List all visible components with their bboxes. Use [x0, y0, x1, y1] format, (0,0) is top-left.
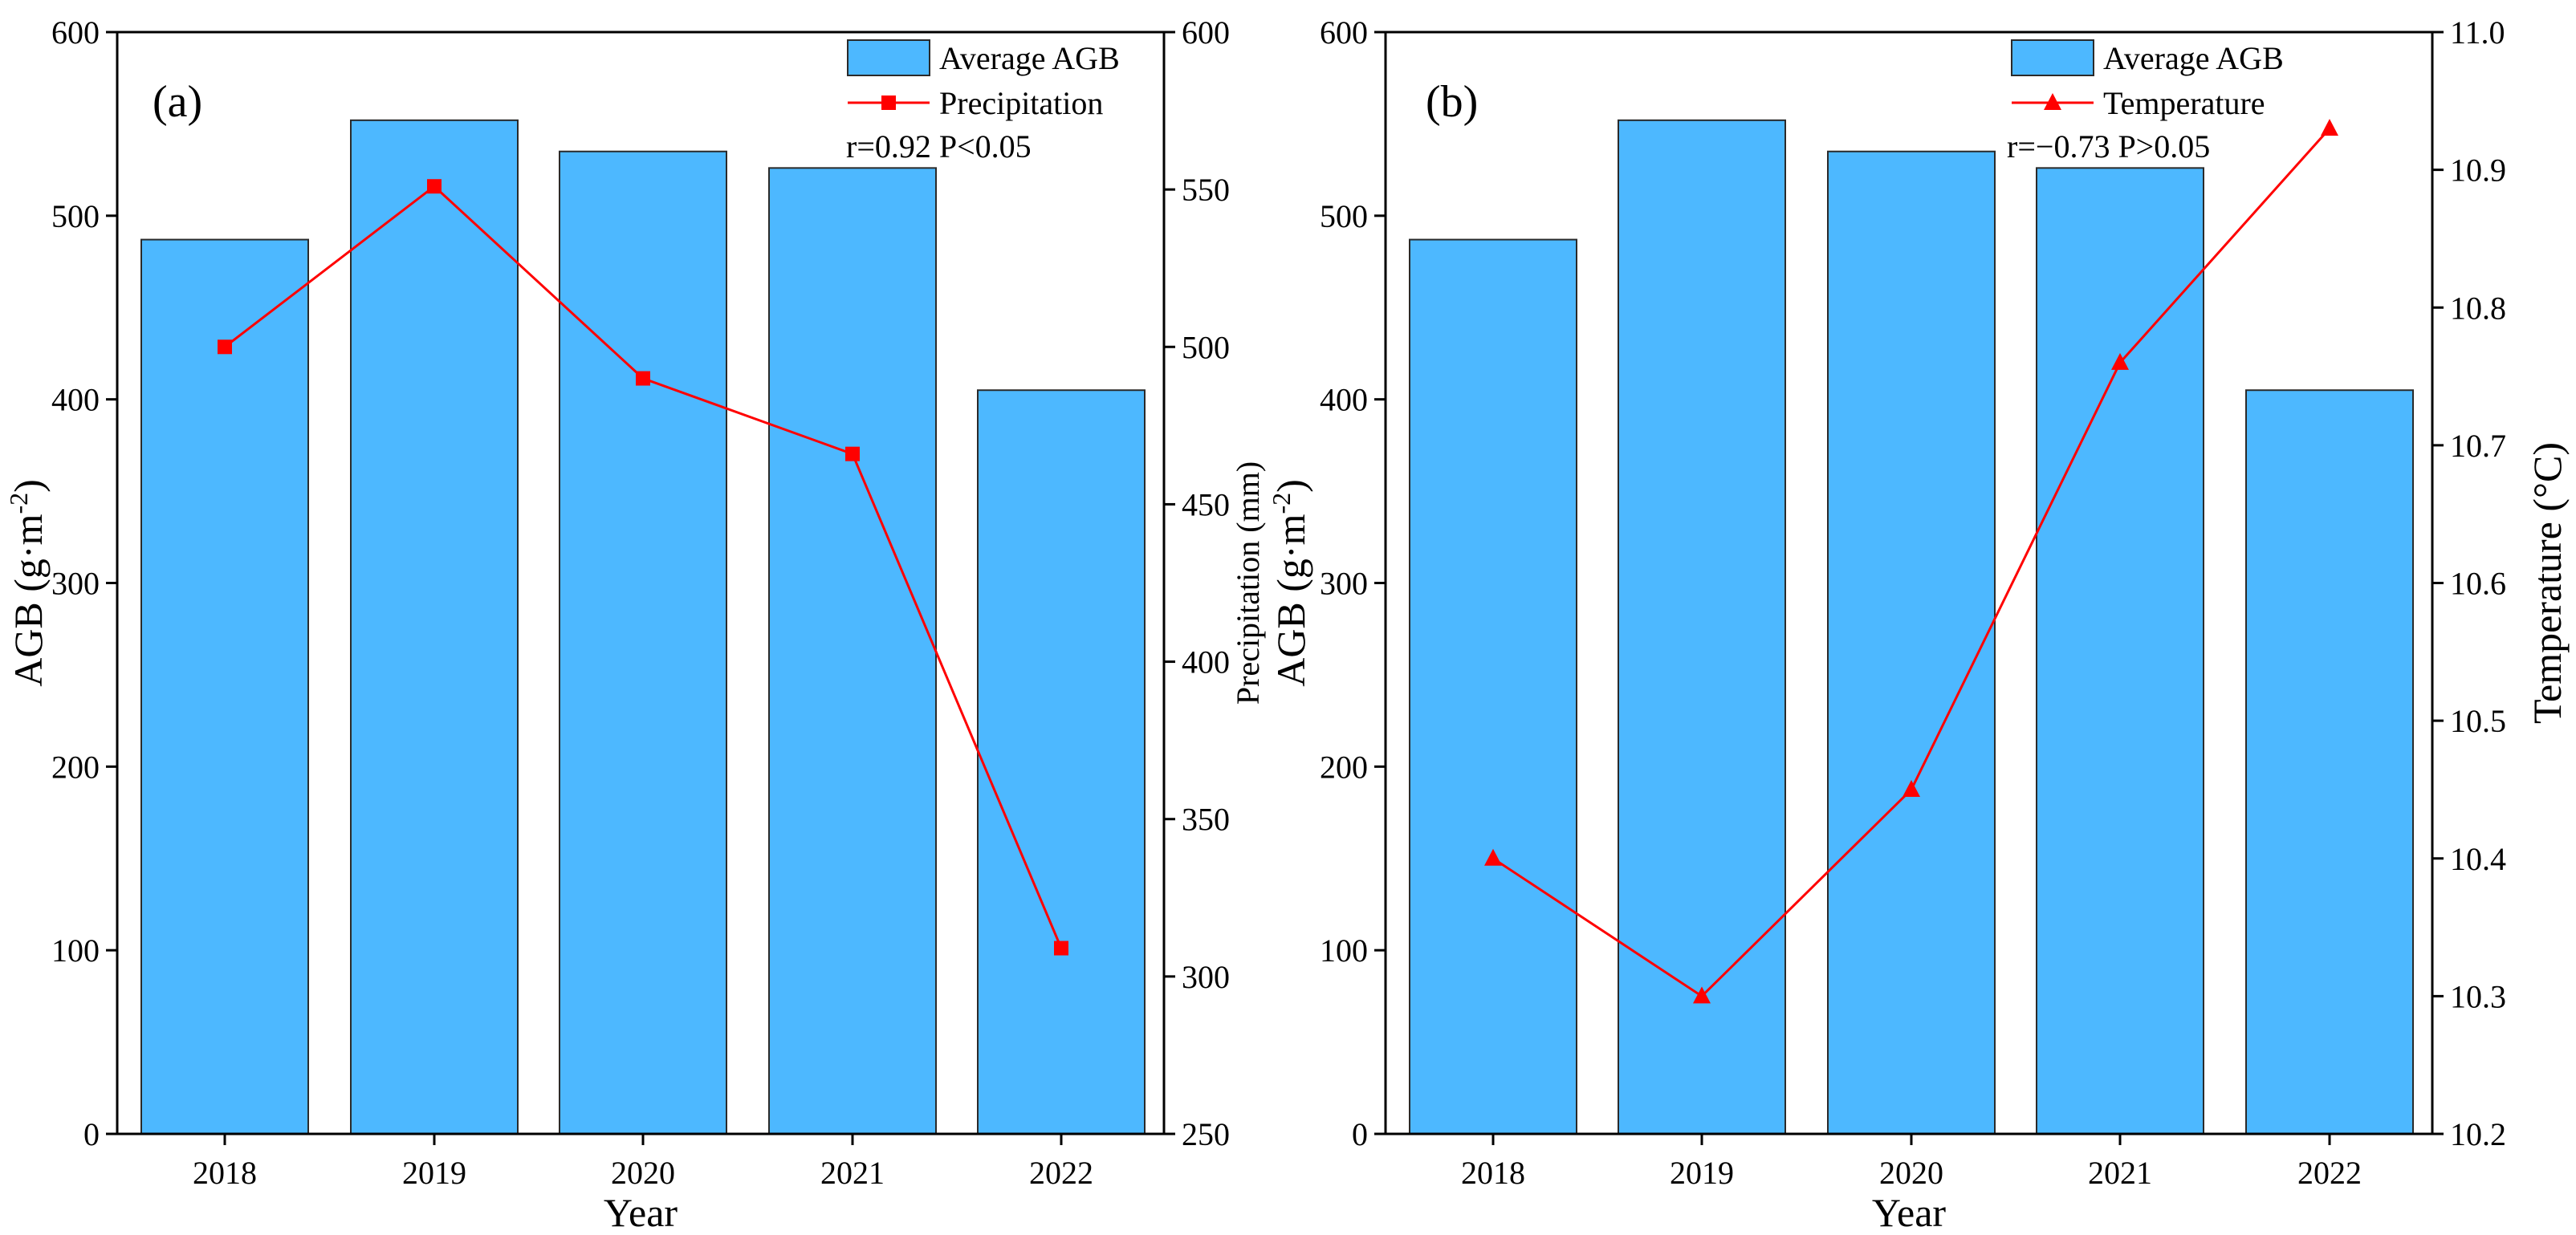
bar-2019: [350, 119, 519, 1135]
y-axis-left-title-main: AGB (g·m: [1268, 514, 1313, 686]
y-axis-left-title-sup: -2: [1267, 493, 1296, 514]
ytick-left-label: 300: [51, 566, 100, 602]
bar-2018: [140, 238, 309, 1135]
ytick-right-label: 350: [1182, 802, 1230, 838]
bar-2018: [1409, 238, 1577, 1135]
ytick-left-label: 0: [1352, 1116, 1368, 1152]
xtick-label: 2020: [1879, 1155, 1943, 1191]
y-axis-right-title: Temperature (°C): [2525, 442, 2570, 724]
marker-2021: [2111, 352, 2129, 370]
xtick-label: 2022: [1029, 1155, 1093, 1191]
panel-label: (a): [153, 77, 202, 127]
legend-swatch-bar: [2011, 39, 2094, 76]
marker-2020: [636, 371, 650, 386]
ytick-left-label: 400: [51, 382, 100, 418]
ytick-right-label: 600: [1182, 14, 1230, 51]
ytick-left-label: 500: [1320, 198, 1368, 234]
ytick-left-label: 600: [1320, 14, 1368, 51]
ytick-left-label: 100: [1320, 932, 1368, 969]
bar-2022: [977, 389, 1146, 1135]
bar-2021: [2036, 167, 2204, 1135]
y-axis-left-title: AGB (g·m-2): [1267, 479, 1313, 687]
y-axis-right-title: Precipitation (mm): [1230, 461, 1266, 705]
xtick-label: 2021: [2088, 1155, 2152, 1191]
ytick-right-label: 450: [1182, 486, 1230, 522]
ytick-left-label: 200: [1320, 749, 1368, 785]
ytick-right-label: 500: [1182, 329, 1230, 365]
legend-label-bar: Average AGB: [939, 40, 1120, 76]
xtick-label: 2022: [2297, 1155, 2362, 1191]
correlation-annotation: r=0.92 P<0.05: [846, 128, 1032, 165]
y-axis-left-title: AGB (g·m-2): [4, 479, 51, 687]
legend-swatch-bar: [847, 39, 930, 76]
xtick-label: 2021: [820, 1155, 885, 1191]
ytick-left-label: 200: [51, 749, 100, 785]
marker-2018: [218, 339, 232, 355]
legend-marker: [881, 95, 896, 110]
xtick-label: 2019: [1670, 1155, 1734, 1191]
panel-b: 0 100 200 300 400 500 600 10.2 10.3 10.4 10.5 10.6 1…: [1267, 14, 2570, 1235]
ytick-left-label: 500: [51, 198, 100, 234]
x-axis-title: Year: [604, 1190, 678, 1235]
ytick-right-label: 10.7: [2450, 428, 2506, 464]
panel-label: (b): [1426, 77, 1478, 127]
panel-a: 0 100 200 300 400 500 600 250 300 350 400 450 500 550…: [4, 14, 1266, 1235]
y-axis-left-title-suffix: ): [1268, 479, 1313, 493]
legend-label-bar: Average AGB: [2103, 40, 2284, 76]
legend-label-line: Temperature: [2103, 85, 2265, 121]
ytick-left-label: 100: [51, 932, 100, 969]
ytick-right-label: 10.2: [2450, 1116, 2506, 1152]
bar-2021: [768, 167, 937, 1135]
ytick-right-label: 11.0: [2450, 14, 2505, 51]
ytick-right-label: 10.4: [2450, 841, 2506, 877]
ytick-right-label: 10.6: [2450, 566, 2506, 602]
xtick-label: 2019: [402, 1155, 466, 1191]
ytick-right-label: 10.5: [2450, 703, 2506, 739]
ytick-left-label: 600: [51, 14, 100, 51]
bar-2020: [1827, 150, 1996, 1135]
marker-2018: [1484, 848, 1502, 866]
ytick-right-label: 400: [1182, 644, 1230, 680]
ytick-right-label: 10.8: [2450, 290, 2506, 326]
ytick-left-label: 400: [1320, 382, 1368, 418]
y-axis-left-title-main: AGB (g·m: [6, 514, 51, 686]
x-axis-title: Year: [1872, 1190, 1946, 1235]
legend-label-line: Precipitation: [939, 85, 1103, 121]
bar-2022: [2245, 389, 2414, 1135]
marker-2020: [1902, 779, 1920, 797]
ytick-right-label: 10.3: [2450, 978, 2506, 1014]
ytick-left-label: 0: [83, 1116, 100, 1152]
xtick-label: 2018: [193, 1155, 257, 1191]
correlation-annotation: r=−0.73 P>0.05: [2007, 128, 2210, 165]
ytick-right-label: 550: [1182, 172, 1230, 208]
ytick-left-label: 300: [1320, 566, 1368, 602]
bar-2019: [1618, 119, 1786, 1135]
ytick-right-label: 250: [1182, 1116, 1230, 1152]
marker-2022: [2321, 119, 2338, 136]
marker-2019: [427, 179, 442, 194]
marker-2019: [1693, 986, 1711, 1004]
legend-marker: [2044, 93, 2061, 110]
marker-2021: [845, 446, 860, 461]
xtick-label: 2018: [1461, 1155, 1525, 1191]
ytick-right-label: 10.9: [2450, 152, 2506, 189]
y-axis-left-title-suffix: ): [6, 479, 51, 493]
bar-2020: [559, 150, 727, 1135]
xtick-label: 2020: [611, 1155, 675, 1191]
ytick-right-label: 300: [1182, 959, 1230, 995]
marker-2022: [1054, 940, 1068, 956]
y-axis-left-title-sup: -2: [4, 493, 33, 514]
